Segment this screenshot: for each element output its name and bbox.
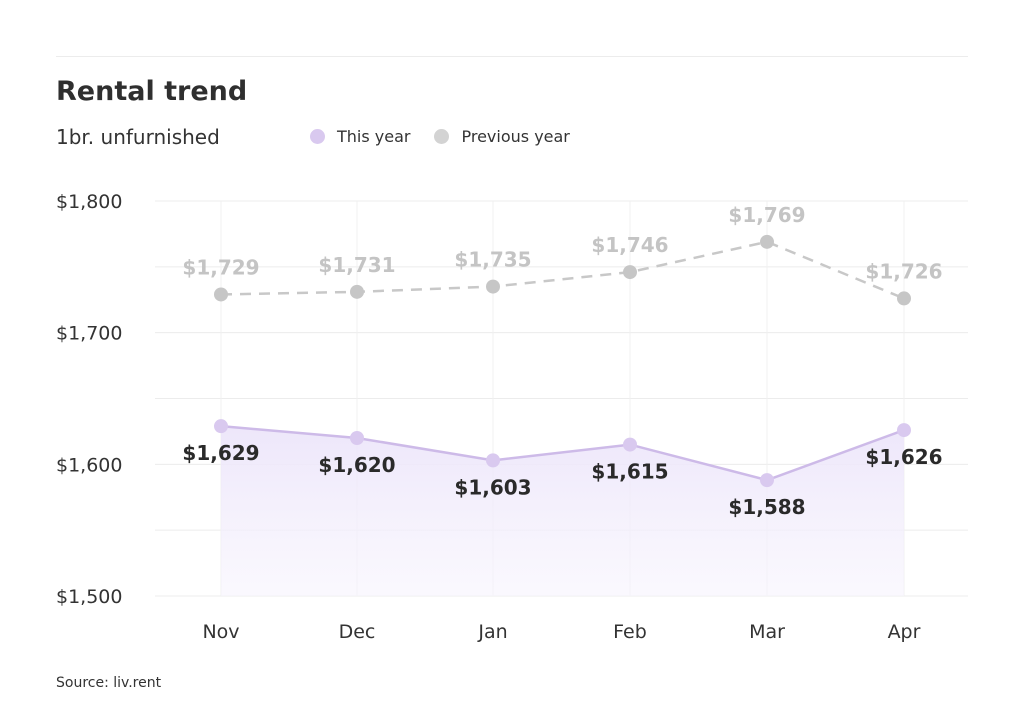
previous-year-data-label: $1,735 — [454, 248, 531, 272]
legend-swatch-previous-year — [434, 129, 450, 144]
previous-year-data-label: $1,746 — [591, 233, 668, 257]
previous-year-point — [214, 287, 228, 302]
this-year-line — [220, 424, 905, 482]
y-tick-label: $1,500 — [56, 586, 122, 608]
x-tick-label: Jan — [477, 621, 507, 643]
this-year-point — [214, 419, 228, 434]
y-tick-label: $1,800 — [56, 191, 122, 213]
legend-item-this-year: This year — [310, 127, 410, 146]
previous-year-data-label: $1,729 — [182, 255, 259, 279]
legend-label-this-year: This year — [337, 127, 411, 146]
this-year-data-label: $1,629 — [182, 441, 259, 465]
x-tick-label: Feb — [613, 621, 647, 643]
chart-subtitle: 1br. unfurnished — [56, 125, 220, 149]
previous-year-data-label: $1,731 — [318, 253, 395, 277]
this-year-data-label: $1,620 — [318, 453, 395, 477]
source-note: Source: liv.rent — [56, 675, 162, 691]
x-tick-label: Dec — [339, 621, 376, 643]
previous-year-line — [220, 240, 905, 300]
this-year-point — [897, 423, 911, 438]
chart-title: Rental trend — [56, 76, 248, 107]
this-year-data-label: $1,588 — [728, 495, 805, 519]
previous-year-point — [623, 265, 637, 280]
legend-swatch-this-year — [310, 129, 325, 144]
legend-label-previous-year: Previous year — [461, 127, 570, 146]
this-year-point — [486, 453, 500, 468]
previous-year-point — [897, 291, 911, 306]
legend-item-previous-year: Previous year — [434, 127, 570, 146]
this-year-data-label: $1,615 — [591, 460, 668, 484]
x-tick-label: Nov — [202, 621, 239, 643]
y-tick-label: $1,600 — [56, 454, 122, 476]
previous-year-point — [486, 279, 500, 294]
this-year-area — [221, 426, 904, 596]
y-tick-label: $1,700 — [56, 323, 122, 345]
this-year-data-label: $1,603 — [454, 475, 531, 499]
previous-year-data-label: $1,726 — [865, 259, 942, 283]
x-tick-label: Apr — [888, 621, 921, 643]
this-year-point — [623, 437, 637, 452]
previous-year-point — [760, 234, 774, 249]
x-tick-label: Mar — [749, 621, 785, 643]
this-year-point — [760, 473, 774, 488]
top-divider — [56, 56, 968, 57]
previous-year-data-label: $1,769 — [728, 203, 805, 227]
previous-year-point — [350, 284, 364, 299]
this-year-point — [350, 431, 364, 445]
this-year-data-label: $1,626 — [865, 445, 942, 469]
legend: This year Previous year — [310, 127, 594, 146]
